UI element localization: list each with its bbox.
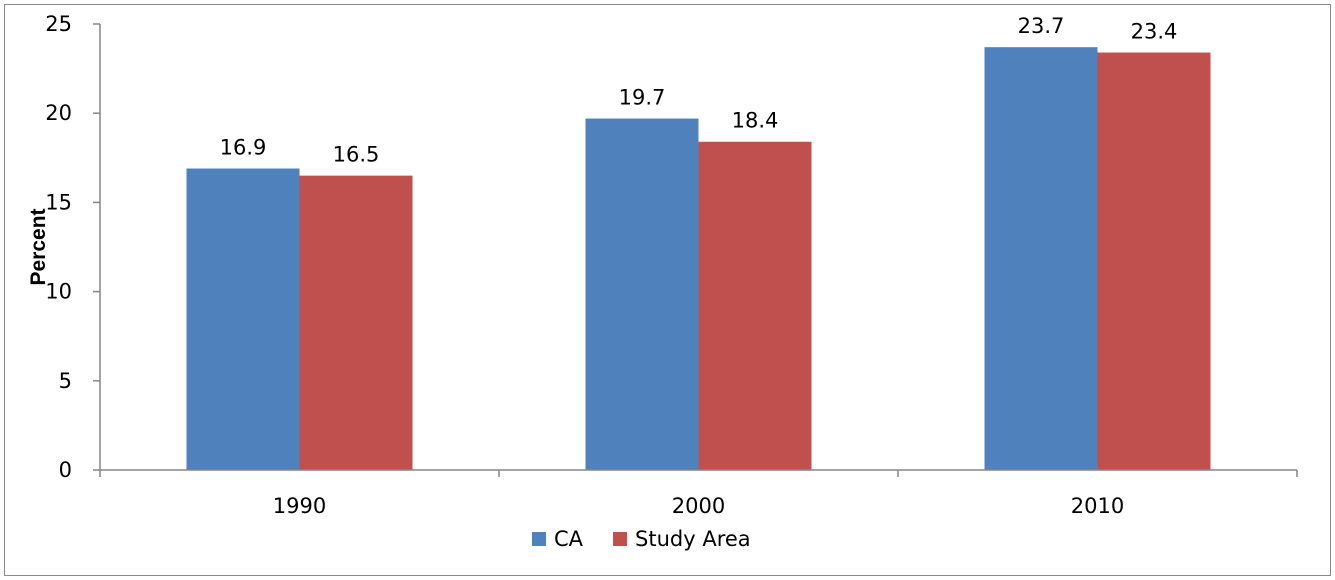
legend-swatch: [613, 532, 628, 546]
axes-layer: [99, 24, 1297, 471]
data-label: 19.7: [619, 86, 666, 110]
y-tick-label: 20: [45, 101, 72, 125]
ticks-layer: 0 5 10 15 20 25 1990 2000 2010: [45, 12, 1298, 518]
y-axis-title: Percent: [27, 208, 50, 285]
bar-chart: 0 5 10 15 20 25 1990 2000 2010 16.9 16.5 19.7 18.4 2…: [27, 12, 1298, 551]
x-tick-label: 1990: [273, 494, 326, 518]
legend-label: Study Area: [635, 527, 751, 551]
bar-study-area-2000: [698, 141, 812, 470]
legend: CA Study Area: [532, 527, 751, 551]
bar-study-area-2010: [1097, 52, 1211, 470]
bar-study-area-1990: [299, 175, 413, 470]
data-label: 16.5: [333, 143, 380, 167]
x-tick-label: 2000: [672, 494, 725, 518]
data-label: 16.9: [220, 136, 267, 160]
x-tick-label: 2010: [1071, 494, 1124, 518]
bar-ca-2010: [984, 47, 1098, 470]
y-tick-label: 10: [45, 280, 72, 304]
data-label: 23.7: [1018, 14, 1065, 38]
chart-frame: 0 5 10 15 20 25 1990 2000 2010 16.9 16.5 19.7 18.4 2…: [4, 4, 1331, 576]
bar-ca-1990: [186, 168, 300, 470]
y-tick-label: 5: [59, 369, 72, 393]
legend-swatch: [532, 532, 546, 546]
legend-label: CA: [554, 527, 584, 551]
bar-ca-2000: [585, 118, 699, 470]
data-label: 18.4: [732, 109, 779, 133]
y-tick-label: 0: [59, 458, 72, 482]
bars-layer: [186, 47, 1211, 470]
y-tick-label: 25: [45, 12, 72, 36]
data-label: 23.4: [1131, 20, 1178, 44]
labels-layer: 16.9 16.5 19.7 18.4 23.7 23.4: [220, 14, 1178, 166]
y-tick-label: 15: [45, 190, 72, 214]
